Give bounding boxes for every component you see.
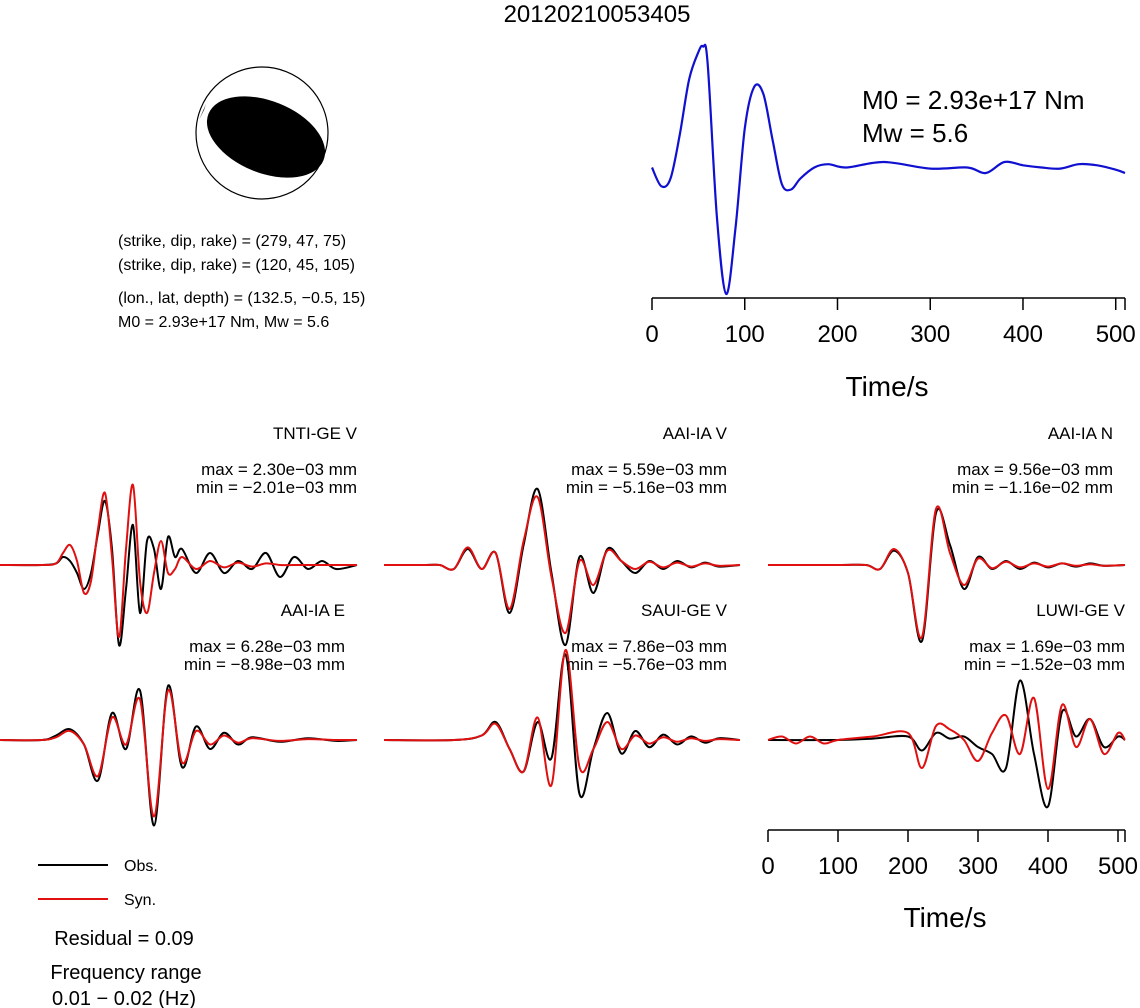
stf-mw-label: Mw = 5.6	[862, 118, 968, 148]
legend-syn-label: Syn.	[124, 892, 156, 909]
max-amplitude-label: max = 6.28e−03 mm	[189, 637, 345, 656]
station-label: LUWI-GE V	[1036, 601, 1125, 620]
waveform-tick-label: 100	[818, 853, 858, 880]
stf-m0-label: M0 = 2.93e+17 Nm	[862, 85, 1085, 115]
stf-tick-label: 400	[1003, 321, 1043, 348]
stf-tick-label: 100	[725, 321, 765, 348]
synthetic-trace	[0, 689, 358, 818]
max-amplitude-label: max = 9.56e−03 mm	[957, 460, 1113, 479]
max-amplitude-label: max = 5.59e−03 mm	[571, 460, 727, 479]
figure-title: 20120210053405	[504, 1, 691, 28]
observed-trace	[767, 679, 1126, 809]
max-amplitude-label: max = 7.86e−03 mm	[571, 637, 727, 656]
waveform-tick-label: 500	[1098, 853, 1138, 880]
min-amplitude-label: min = −1.52e−03 mm	[964, 655, 1125, 674]
waveform-axis-label: Time/s	[904, 902, 987, 933]
min-amplitude-label: min = −5.16e−03 mm	[566, 478, 727, 497]
nodal-plane-1-text: (strike, dip, rake) = (279, 47, 75)	[118, 233, 346, 250]
moment-line-text: M0 = 2.93e+17 Nm, Mw = 5.6	[118, 314, 329, 331]
stf-tick-label: 300	[910, 321, 950, 348]
min-amplitude-label: min = −5.76e−03 mm	[566, 655, 727, 674]
min-amplitude-label: min = −2.01e−03 mm	[196, 478, 357, 497]
synthetic-trace	[0, 483, 357, 639]
stf-axis-label: Time/s	[846, 371, 929, 402]
station-label: AAI-IA V	[663, 424, 728, 443]
observed-trace	[0, 499, 358, 647]
observed-trace	[0, 684, 358, 827]
frequency-title: Frequency range	[50, 962, 201, 984]
max-amplitude-label: max = 2.30e−03 mm	[201, 460, 357, 479]
synthetic-trace	[767, 505, 1126, 640]
station-label: AAI-IA N	[1048, 424, 1113, 443]
stf-curve	[650, 43, 1126, 296]
max-amplitude-label: max = 1.69e−03 mm	[969, 637, 1125, 656]
waveform-tick-label: 400	[1028, 853, 1068, 880]
beachball-sliver	[199, 104, 206, 120]
min-amplitude-label: min = −8.98e−03 mm	[184, 655, 345, 674]
synthetic-trace	[767, 696, 1126, 791]
station-label: AAI-IA E	[281, 601, 345, 620]
station-label: SAUI-GE V	[641, 601, 728, 620]
legend: Obs. Syn.	[38, 858, 158, 909]
frequency-value: 0.01 − 0.02 (Hz)	[52, 988, 196, 1008]
observed-trace	[383, 487, 741, 647]
synthetic-trace	[383, 495, 741, 635]
stf-panel: M0 = 2.93e+17 Nm Mw = 5.6 0 100 200 300 400 5…	[645, 43, 1136, 402]
beachball	[195, 66, 329, 200]
stf-tick-label: 500	[1096, 321, 1136, 348]
location-text: (lon., lat, depth) = (132.5, −0.5, 15)	[118, 290, 365, 307]
station-label: TNTI-GE V	[273, 424, 358, 443]
stf-tick-label: 200	[817, 321, 857, 348]
nodal-plane-2-text: (strike, dip, rake) = (120, 45, 105)	[118, 257, 355, 274]
stf-tick-label: 0	[645, 321, 658, 348]
observed-trace	[767, 508, 1126, 643]
stf-time-axis: 0 100 200 300 400 500	[645, 297, 1136, 348]
waveform-tick-label: 0	[761, 853, 774, 880]
legend-obs-label: Obs.	[124, 858, 158, 875]
synthetic-trace	[383, 648, 741, 787]
min-amplitude-label: min = −1.16e−02 mm	[952, 478, 1113, 497]
beachball-compressional-quadrant	[206, 96, 326, 178]
waveform-tick-label: 300	[958, 853, 998, 880]
waveform-tick-label: 200	[888, 853, 928, 880]
waveform-time-axis: 0 100 200 300 400 500	[761, 829, 1138, 880]
residual-text: Residual = 0.09	[54, 928, 194, 950]
